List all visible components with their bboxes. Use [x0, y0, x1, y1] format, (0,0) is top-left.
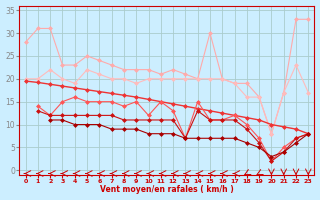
X-axis label: Vent moyen/en rafales ( km/h ): Vent moyen/en rafales ( km/h ) — [100, 185, 234, 194]
